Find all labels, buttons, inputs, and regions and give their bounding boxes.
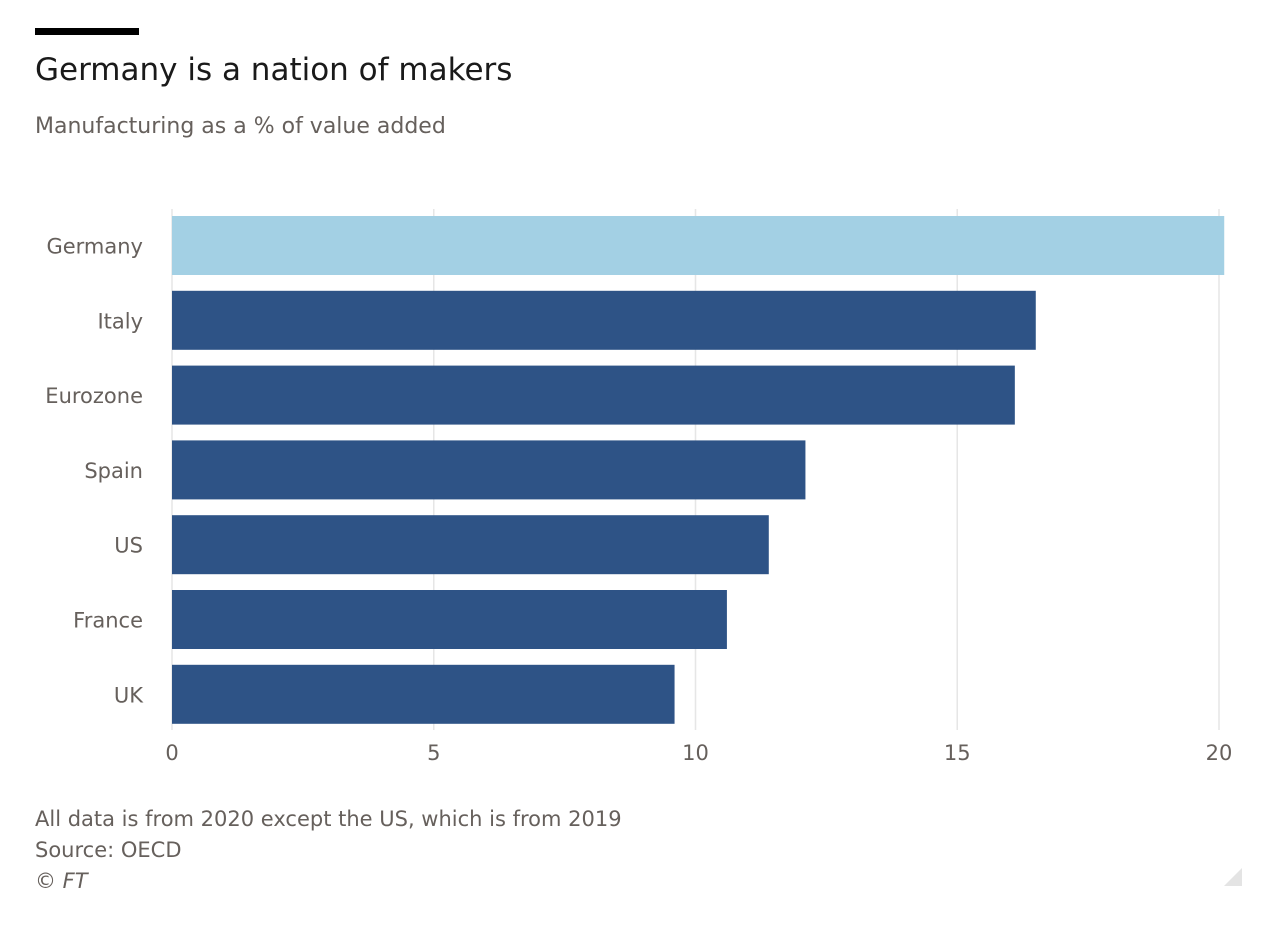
chart-subtitle: Manufacturing as a % of value added bbox=[35, 114, 446, 139]
bar-eurozone bbox=[172, 365, 1015, 425]
bar-germany bbox=[172, 216, 1225, 275]
x-tick-label: 20 bbox=[1206, 741, 1233, 765]
bar-uk bbox=[172, 664, 675, 724]
x-tick-label: 15 bbox=[944, 741, 971, 765]
category-label: Spain bbox=[84, 459, 143, 483]
category-label: Eurozone bbox=[45, 384, 143, 408]
source-note: Source: OECD bbox=[35, 838, 182, 862]
category-label: Italy bbox=[97, 309, 143, 333]
bar-us bbox=[172, 515, 769, 575]
ft-top-rule bbox=[35, 28, 139, 35]
x-tick-label: 0 bbox=[165, 741, 178, 765]
bar-spain bbox=[172, 440, 806, 500]
bar-italy bbox=[172, 290, 1036, 350]
category-label: UK bbox=[114, 683, 144, 707]
bar-chart: Germany Italy Eurozone Spain US France UK 0 5 10 1… bbox=[45, 209, 1233, 765]
category-label: Germany bbox=[46, 235, 143, 259]
chart-footer: All data is from 2020 except the US, whi… bbox=[35, 804, 622, 897]
x-tick-label: 10 bbox=[682, 741, 709, 765]
category-label: US bbox=[114, 534, 143, 558]
bar-france bbox=[172, 590, 727, 649]
x-tick-label: 5 bbox=[427, 741, 440, 765]
resize-handle-icon[interactable] bbox=[1224, 868, 1242, 886]
footnote: All data is from 2020 except the US, whi… bbox=[35, 807, 622, 831]
category-label: France bbox=[73, 609, 143, 633]
chart-title: Germany is a nation of makers bbox=[35, 52, 513, 88]
copyright: © FT bbox=[35, 869, 88, 893]
